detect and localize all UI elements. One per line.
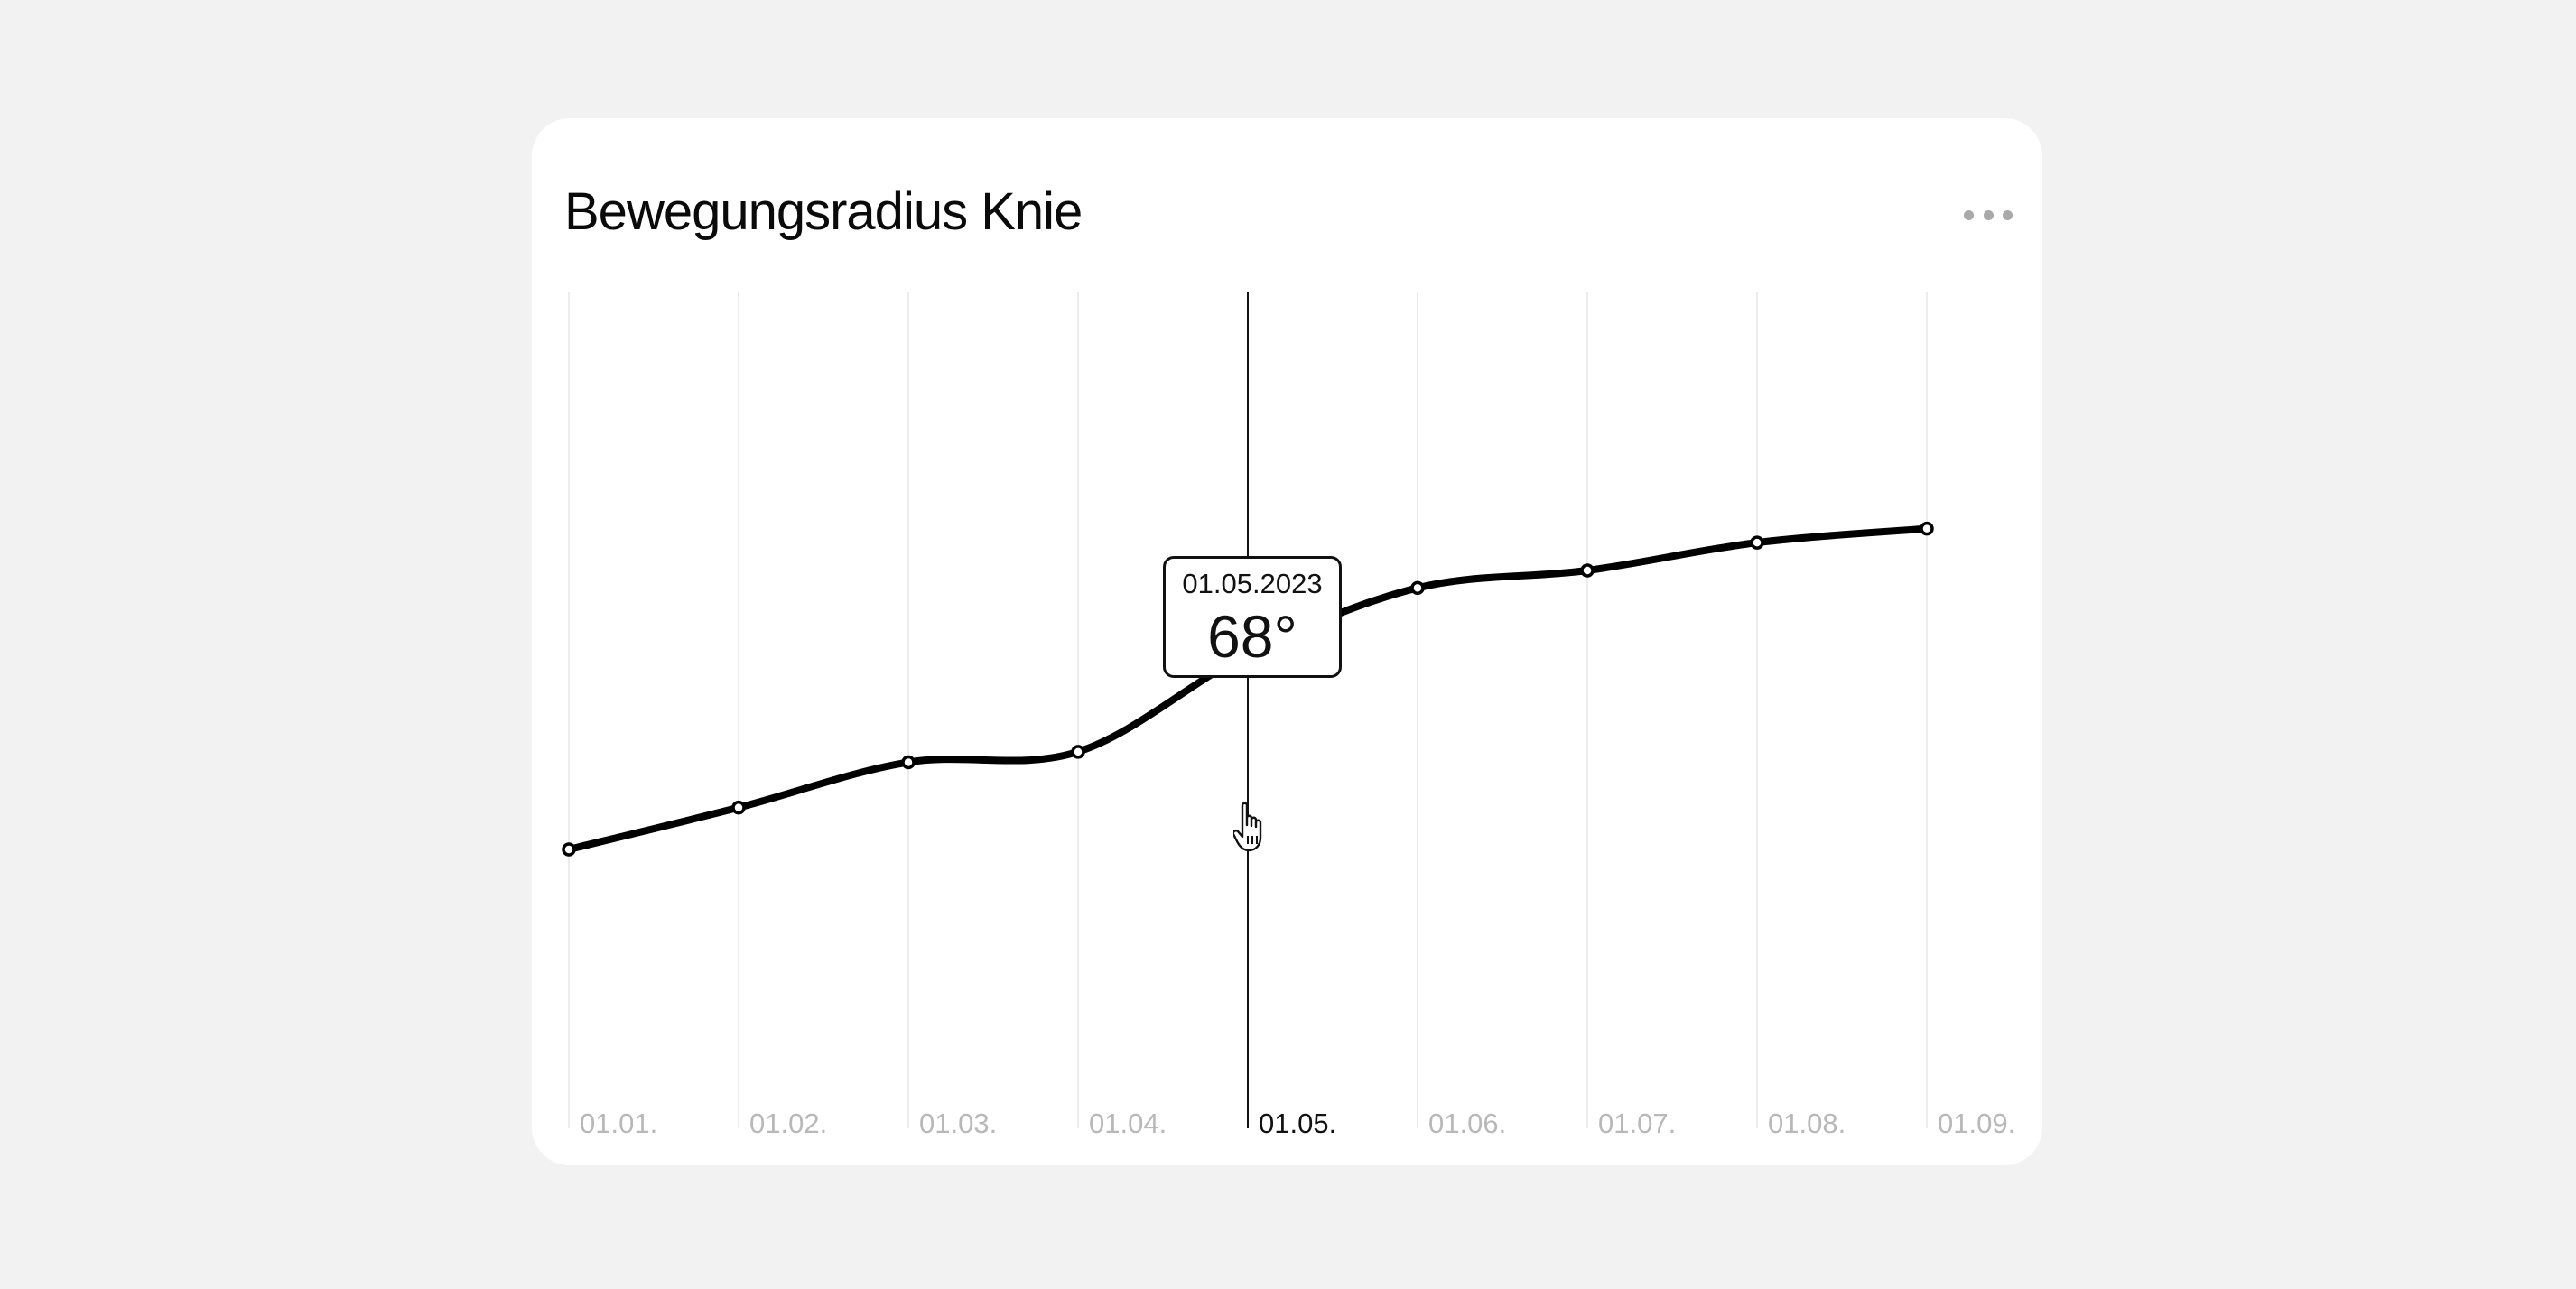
x-tick-label: 01.06. <box>1428 1108 1506 1139</box>
data-point[interactable] <box>901 755 916 770</box>
x-tick-label: 01.05. <box>1259 1108 1336 1139</box>
data-point[interactable] <box>1410 580 1425 596</box>
more-options-button[interactable] <box>1958 201 2018 228</box>
x-tick-label: 01.07. <box>1598 1108 1676 1139</box>
data-point[interactable] <box>1750 535 1764 550</box>
data-point[interactable] <box>1071 745 1085 759</box>
x-tick-label: 01.02. <box>749 1108 827 1139</box>
tooltip-date: 01.05.2023 <box>1182 568 1323 599</box>
chart-tooltip: 01.05.2023 68° <box>1163 556 1342 678</box>
x-tick-label: 01.01. <box>580 1108 657 1139</box>
card-title: Bewegungsradius Knie <box>564 182 1083 241</box>
more-dot-icon <box>1983 209 1994 220</box>
x-tick-label: 01.03. <box>919 1108 997 1139</box>
tooltip-value: 68° <box>1207 603 1297 670</box>
more-dot-icon <box>2003 209 2013 220</box>
x-tick-label: 01.08. <box>1768 1108 1846 1139</box>
data-point[interactable] <box>1920 521 1934 536</box>
x-axis-ticks: 01.01. 01.02. 01.03. 01.04. 01.05. 01.06. 01.0… <box>580 1108 2015 1139</box>
x-tick-label: 01.04. <box>1089 1108 1167 1139</box>
hand-pointer-cursor-icon <box>1233 802 1262 852</box>
x-tick-label: 01.09. <box>1938 1108 2015 1139</box>
data-point[interactable] <box>1580 563 1595 578</box>
more-dot-icon <box>1964 209 1974 220</box>
grid-lines <box>568 292 1928 1128</box>
data-point[interactable] <box>731 800 746 815</box>
data-point[interactable] <box>562 842 576 857</box>
